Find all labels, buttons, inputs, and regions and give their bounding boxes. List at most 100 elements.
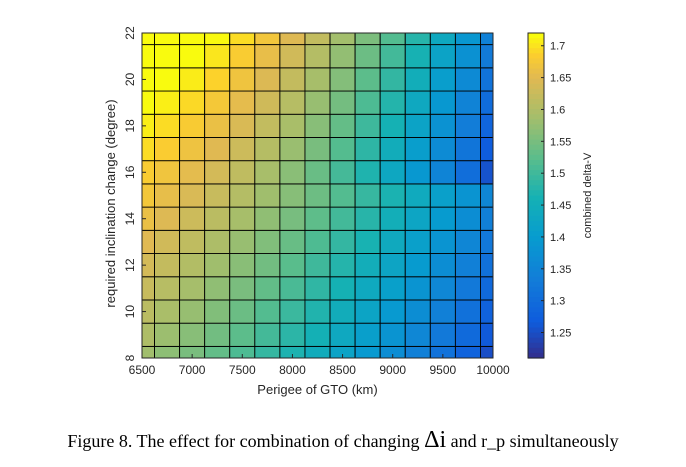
- heatmap-cell: [154, 67, 181, 92]
- heatmap-cell: [279, 44, 306, 69]
- heatmap-cell: [304, 67, 331, 92]
- colorbar-segment: [528, 352, 544, 359]
- heatmap-cell: [154, 299, 181, 324]
- caption-prefix: Figure 8. The effect for combination of …: [67, 431, 425, 451]
- heatmap-cell: [179, 44, 206, 69]
- heatmap-cell: [429, 90, 456, 115]
- colorbar-tick-label: 1.45: [550, 200, 571, 212]
- colorbar-segment: [528, 93, 544, 100]
- heatmap-cell: [179, 183, 206, 208]
- heatmap-cell: [204, 44, 231, 69]
- x-tick-label: 7500: [229, 363, 256, 377]
- heatmap-cell: [204, 113, 231, 138]
- y-tick-label: 12: [123, 258, 137, 272]
- heatmap-cell: [279, 229, 306, 254]
- colorbar-segment: [528, 165, 544, 171]
- colorbar-segment: [528, 63, 544, 70]
- heatmap-cell: [354, 113, 381, 138]
- colorbar-segment: [528, 190, 544, 197]
- heatmap-cell: [254, 137, 281, 162]
- heatmap-cell: [141, 183, 155, 208]
- heatmap-cell: [229, 44, 256, 69]
- heatmap-cell: [354, 44, 381, 69]
- colorbar-segment: [528, 276, 544, 283]
- colorbar-tick-label: 1.6: [550, 104, 565, 116]
- heatmap-cell: [404, 32, 431, 46]
- heatmap-cell: [379, 44, 406, 69]
- heatmap-cell: [279, 32, 306, 46]
- heatmap-cell: [304, 206, 331, 231]
- heatmap-cell: [379, 299, 406, 324]
- heatmap-cell: [329, 44, 356, 69]
- heatmap-cell: [179, 206, 206, 231]
- heatmap-cell: [354, 137, 381, 162]
- heatmap-cell: [229, 113, 256, 138]
- colorbar-segment: [528, 114, 544, 120]
- colorbar-segment: [528, 322, 544, 329]
- heatmap-cell: [354, 183, 381, 208]
- x-tick-label: 8500: [329, 363, 356, 377]
- heatmap-cell: [279, 160, 306, 185]
- heatmap-cell: [429, 44, 456, 69]
- heatmap-cell: [304, 137, 331, 162]
- colorbar-segment: [528, 317, 544, 324]
- colorbar-segment: [528, 327, 544, 334]
- heatmap-cell: [480, 32, 494, 46]
- colorbar-frame: [527, 32, 545, 359]
- colorbar-segment: [528, 139, 544, 146]
- heatmap-cell: [404, 299, 431, 324]
- colorbar-segment: [528, 38, 544, 44]
- colorbar-segment: [528, 109, 544, 115]
- heatmap-cell: [141, 90, 155, 115]
- heatmap-cell: [279, 113, 306, 138]
- y-tick-label: 14: [123, 212, 137, 226]
- heatmap-cell: [179, 32, 206, 46]
- heatmap-cell: [454, 253, 481, 278]
- colorbar-segment: [528, 185, 544, 192]
- colorbar-segment: [528, 347, 544, 354]
- heatmap-cell: [429, 206, 456, 231]
- heatmap-cell: [429, 299, 456, 324]
- heatmap-cell: [154, 183, 181, 208]
- caption-suffix: simultaneously: [505, 431, 619, 451]
- x-tick-label: 7000: [179, 363, 206, 377]
- heatmap-cell: [480, 345, 494, 359]
- heatmap-cell: [254, 253, 281, 278]
- x-axis-ticks: 6500 7000 7500 8000 8500 9000 9500 10000: [129, 354, 510, 377]
- heatmap-cell: [141, 44, 155, 69]
- heatmap-cell: [454, 299, 481, 324]
- colorbar-segment: [528, 53, 544, 59]
- heatmap-cell: [354, 206, 381, 231]
- colorbar-tick-label: 1.3: [550, 296, 565, 308]
- x-tick-label: 8000: [279, 363, 306, 377]
- heatmap-cell: [304, 229, 331, 254]
- heatmap-cell: [304, 160, 331, 185]
- heatmap-cell: [454, 276, 481, 301]
- heatmap-cell: [429, 67, 456, 92]
- heatmap-cell: [329, 253, 356, 278]
- x-axis-label: Perigee of GTO (km): [257, 382, 377, 397]
- heatmap-cell: [454, 160, 481, 185]
- heatmap-cell: [354, 299, 381, 324]
- heatmap-cell: [179, 253, 206, 278]
- colorbar-segment: [528, 99, 544, 105]
- heatmap-cell: [154, 90, 181, 115]
- colorbar-segment: [528, 144, 544, 151]
- colorbar-segment: [528, 159, 544, 166]
- colorbar-segment: [528, 48, 544, 54]
- heatmap-cell: [329, 137, 356, 162]
- heatmap-cells: [141, 32, 494, 359]
- heatmap-cell: [480, 253, 494, 278]
- heatmap-cell: [354, 345, 381, 359]
- colorbar-tick-label: 1.7: [550, 41, 565, 53]
- heatmap-cell: [204, 32, 231, 46]
- heatmap-cell: [480, 113, 494, 138]
- heatmap-cell: [179, 322, 206, 347]
- heatmap-cell: [404, 322, 431, 347]
- heatmap-cell: [454, 137, 481, 162]
- heatmap-cell: [454, 345, 481, 359]
- heatmap-cell: [429, 183, 456, 208]
- heatmap-cell: [254, 67, 281, 92]
- heatmap-cell: [379, 253, 406, 278]
- heatmap-cell: [329, 276, 356, 301]
